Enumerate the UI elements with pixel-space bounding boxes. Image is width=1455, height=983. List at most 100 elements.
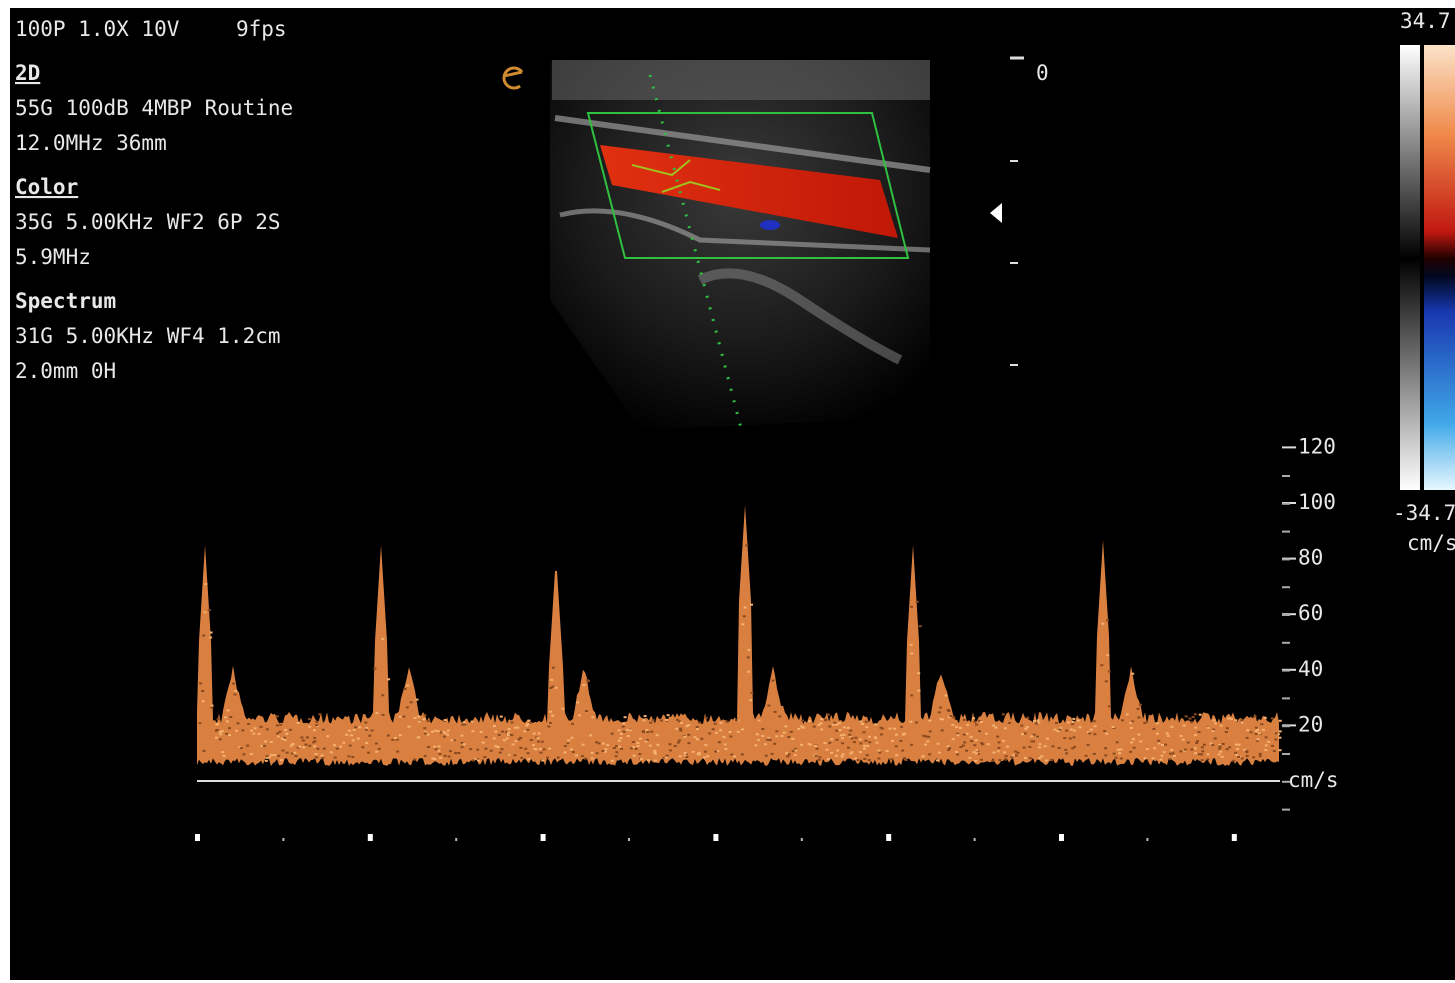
time-marker (195, 834, 200, 841)
waveform-speckle (780, 735, 784, 738)
waveform-speckle (1196, 740, 1200, 743)
waveform-speckle (716, 750, 720, 753)
waveform-speckle (1169, 752, 1172, 755)
waveform-speckle (1008, 721, 1012, 724)
waveform-speckle (836, 749, 840, 752)
waveform-speckle (1104, 754, 1108, 757)
waveform-speckle (666, 714, 670, 717)
waveform-speckle (1212, 728, 1216, 731)
waveform-speckle (1170, 725, 1174, 728)
waveform-speckle (747, 670, 751, 673)
waveform-speckle (645, 729, 649, 732)
waveform-speckle (1219, 750, 1223, 753)
waveform-speckle (439, 731, 443, 734)
waveform-speckle (612, 747, 616, 749)
waveform-speckle (894, 745, 898, 748)
waveform-speckle (1183, 749, 1187, 752)
waveform-speckle (996, 735, 1000, 738)
waveform-speckle (457, 752, 461, 754)
waveform-speckle (449, 750, 452, 753)
waveform-speckle (339, 745, 343, 748)
waveform-speckle (422, 718, 426, 721)
waveform-speckle (915, 600, 919, 603)
waveform-speckle (220, 730, 224, 733)
waveform-speckle (863, 747, 866, 750)
waveform-speckle (298, 745, 302, 748)
waveform-speckle (289, 728, 292, 731)
waveform-speckle (315, 756, 318, 759)
waveform-speckle (1255, 739, 1259, 742)
waveform-speckle (665, 754, 669, 757)
waveform-speckle (1104, 680, 1108, 683)
waveform-speckle (1157, 739, 1161, 742)
waveform-speckle (571, 722, 574, 725)
waveform-speckle (817, 724, 821, 726)
waveform-speckle (775, 735, 779, 738)
waveform-speckle (746, 656, 750, 659)
waveform-speckle (1264, 749, 1268, 751)
waveform-speckle (1212, 719, 1216, 722)
waveform-speckle (828, 741, 832, 744)
waveform-speckle (655, 734, 659, 737)
waveform-speckle (939, 706, 943, 709)
waveform-speckle (224, 716, 227, 719)
waveform-speckle (267, 756, 271, 758)
waveform-speckle (864, 720, 868, 723)
waveform-speckle (1116, 748, 1120, 751)
waveform-speckle (1069, 728, 1073, 731)
waveform-speckle (301, 739, 305, 742)
spectrum-unit: cm/s (1288, 768, 1339, 792)
waveform-speckle (917, 689, 921, 692)
time-marker (455, 838, 458, 841)
waveform-speckle (513, 726, 517, 729)
waveform-speckle (875, 741, 879, 744)
waveform-speckle (517, 738, 521, 741)
waveform-speckle (1087, 731, 1090, 734)
waveform-speckle (1221, 743, 1225, 745)
waveform-speckle (835, 738, 839, 741)
waveform-speckle (423, 714, 427, 717)
waveform-speckle (975, 752, 979, 755)
waveform-speckle (516, 726, 520, 729)
waveform-speckle (424, 731, 428, 734)
waveform-speckle (333, 756, 337, 759)
waveform-speckle (1076, 719, 1080, 722)
waveform-speckle (1021, 733, 1024, 736)
waveform-speckle (313, 729, 316, 732)
waveform-speckle (318, 713, 322, 716)
time-marker (367, 834, 373, 841)
waveform-speckle (1263, 716, 1267, 719)
waveform-speckle (936, 759, 939, 762)
waveform-speckle (1103, 730, 1107, 732)
waveform-speckle (992, 751, 996, 754)
vessel-wall (554, 115, 931, 173)
waveform-speckle (1240, 719, 1244, 722)
waveform-speckle (928, 730, 932, 733)
waveform-speckle (537, 732, 541, 735)
waveform-speckle (910, 743, 913, 746)
waveform-speckle (442, 731, 446, 734)
waveform-speckle (247, 723, 251, 725)
waveform-speckle (198, 722, 202, 725)
waveform-speckle (1264, 736, 1268, 739)
waveform-speckle (861, 723, 865, 725)
waveform-speckle (1022, 746, 1026, 749)
depth-label: 0 (1036, 61, 1049, 85)
waveform-speckle (991, 759, 995, 762)
waveform-speckle (199, 682, 203, 685)
waveform-speckle (863, 758, 867, 760)
waveform-speckle (1129, 750, 1133, 753)
waveform-speckle (1004, 758, 1008, 761)
time-marker (886, 834, 892, 841)
bone-echo (697, 268, 903, 365)
waveform-speckle (1030, 740, 1034, 743)
waveform-speckle (204, 583, 208, 586)
waveform-speckle (839, 734, 843, 737)
waveform-speckle (656, 743, 660, 746)
waveform-speckle (1086, 744, 1090, 747)
waveform-speckle (1156, 732, 1159, 735)
waveform-speckle (546, 756, 549, 759)
waveform-speckle (846, 746, 850, 749)
waveform-speckle (910, 605, 914, 608)
waveform-speckle (1014, 750, 1018, 753)
